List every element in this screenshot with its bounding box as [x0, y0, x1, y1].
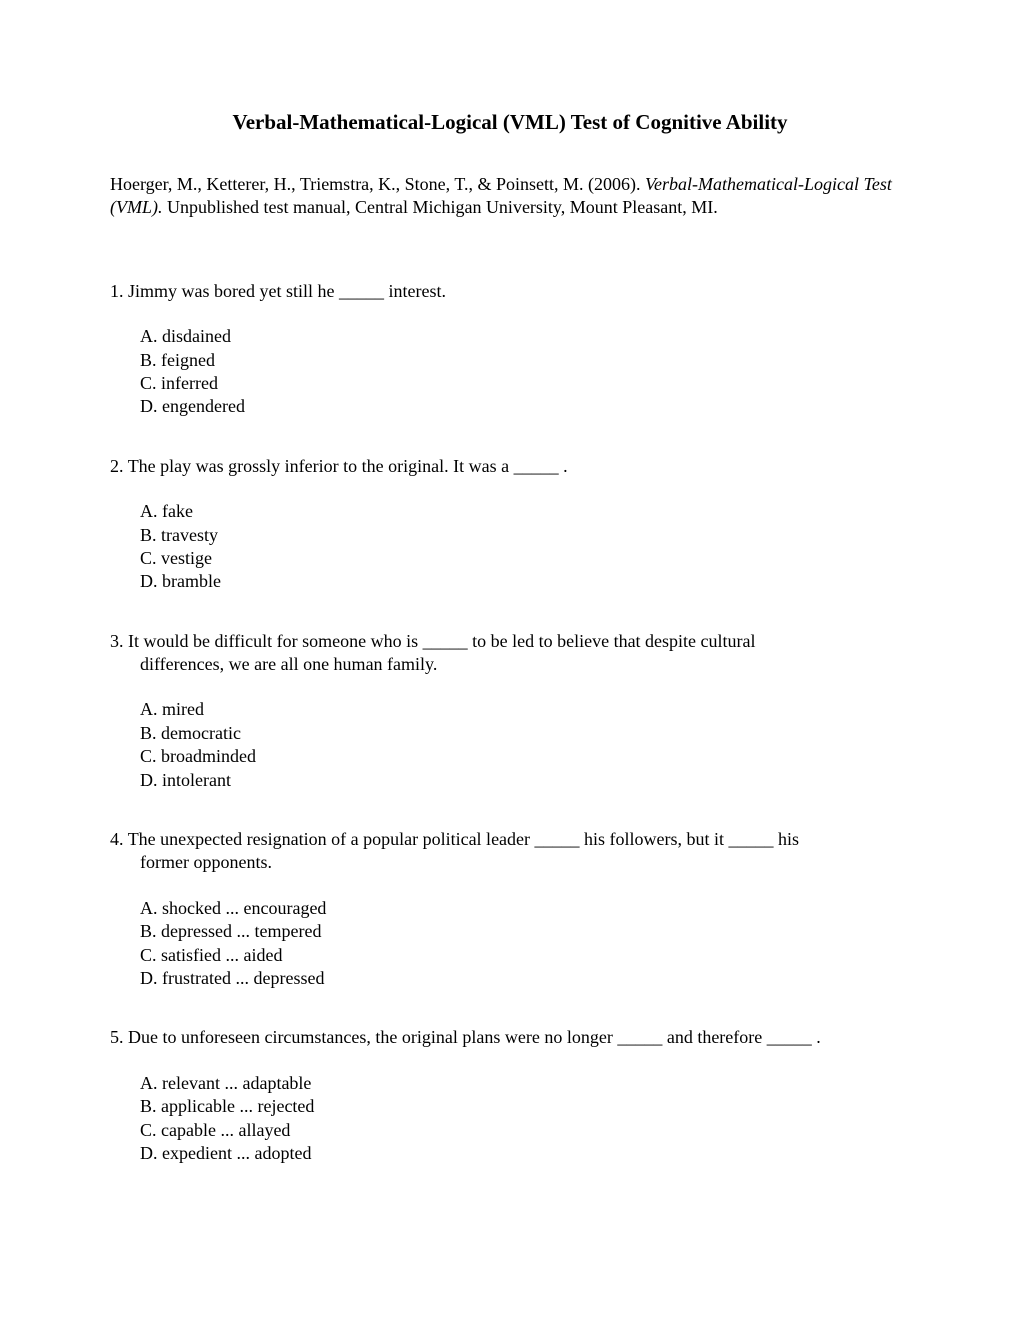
- question-text: 5. Due to unforeseen circumstances, the …: [110, 1026, 910, 1049]
- question-number: 5.: [110, 1027, 124, 1047]
- question-options: A. shocked ... encouraged B. depressed .…: [140, 897, 910, 991]
- citation-publisher: Unpublished test manual, Central Michiga…: [163, 197, 718, 217]
- question-text: 2. The play was grossly inferior to the …: [110, 455, 910, 478]
- option-a: A. relevant ... adaptable: [140, 1072, 910, 1095]
- question-options: A. relevant ... adaptable B. applicable …: [140, 1072, 910, 1166]
- question-4: 4. The unexpected resignation of a popul…: [110, 828, 910, 990]
- question-options: A. mired B. democratic C. broadminded D.…: [140, 698, 910, 792]
- option-b: B. travesty: [140, 524, 910, 547]
- question-number: 1.: [110, 281, 124, 301]
- question-number: 3.: [110, 631, 124, 651]
- question-stem: Jimmy was bored yet still he _____ inter…: [128, 281, 446, 301]
- option-b: B. depressed ... tempered: [140, 920, 910, 943]
- question-stem: Due to unforeseen circumstances, the ori…: [128, 1027, 821, 1047]
- option-b: B. applicable ... rejected: [140, 1095, 910, 1118]
- option-b: B. democratic: [140, 722, 910, 745]
- option-c: C. vestige: [140, 547, 910, 570]
- question-text: 4. The unexpected resignation of a popul…: [110, 828, 910, 875]
- option-a: A. fake: [140, 500, 910, 523]
- citation: Hoerger, M., Ketterer, H., Triemstra, K.…: [110, 173, 910, 220]
- question-1: 1. Jimmy was bored yet still he _____ in…: [110, 280, 910, 419]
- option-c: C. satisfied ... aided: [140, 944, 910, 967]
- option-d: D. bramble: [140, 570, 910, 593]
- citation-authors: Hoerger, M., Ketterer, H., Triemstra, K.…: [110, 174, 645, 194]
- question-5: 5. Due to unforeseen circumstances, the …: [110, 1026, 910, 1165]
- option-b: B. feigned: [140, 349, 910, 372]
- question-continuation: former opponents.: [140, 851, 910, 874]
- question-stem: It would be difficult for someone who is…: [128, 631, 756, 651]
- question-stem: The unexpected resignation of a popular …: [128, 829, 799, 849]
- option-d: D. intolerant: [140, 769, 910, 792]
- question-number: 2.: [110, 456, 124, 476]
- option-a: A. disdained: [140, 325, 910, 348]
- option-d: D. expedient ... adopted: [140, 1142, 910, 1165]
- option-a: A. mired: [140, 698, 910, 721]
- question-continuation: differences, we are all one human family…: [140, 653, 910, 676]
- option-d: D. frustrated ... depressed: [140, 967, 910, 990]
- question-2: 2. The play was grossly inferior to the …: [110, 455, 910, 594]
- option-a: A. shocked ... encouraged: [140, 897, 910, 920]
- question-options: A. fake B. travesty C. vestige D. brambl…: [140, 500, 910, 594]
- question-stem: The play was grossly inferior to the ori…: [128, 456, 568, 476]
- option-d: D. engendered: [140, 395, 910, 418]
- question-options: A. disdained B. feigned C. inferred D. e…: [140, 325, 910, 419]
- option-c: C. inferred: [140, 372, 910, 395]
- option-c: C. capable ... allayed: [140, 1119, 910, 1142]
- option-c: C. broadminded: [140, 745, 910, 768]
- question-number: 4.: [110, 829, 124, 849]
- question-3: 3. It would be difficult for someone who…: [110, 630, 910, 792]
- question-text: 1. Jimmy was bored yet still he _____ in…: [110, 280, 910, 303]
- question-text: 3. It would be difficult for someone who…: [110, 630, 910, 677]
- document-title: Verbal-Mathematical-Logical (VML) Test o…: [110, 110, 910, 135]
